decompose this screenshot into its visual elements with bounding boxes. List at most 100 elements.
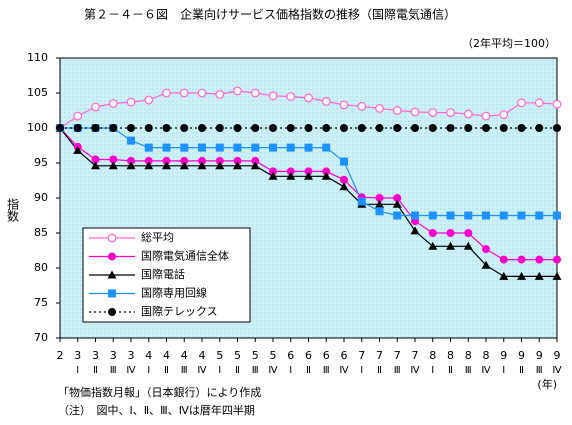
legend-label: 国際電気通信全体	[141, 249, 229, 263]
data-point	[56, 124, 64, 132]
x-tick-label: 4	[181, 349, 188, 362]
y-tick-label: 105	[27, 86, 48, 99]
data-point	[144, 161, 154, 170]
data-point	[91, 161, 100, 170]
data-point	[269, 124, 277, 132]
data-point	[411, 124, 419, 132]
data-point	[446, 211, 455, 220]
legend-marker	[108, 252, 116, 261]
data-point	[446, 108, 455, 117]
y-tick-label: 85	[34, 226, 48, 239]
data-point	[127, 124, 135, 132]
data-point	[446, 229, 455, 237]
data-point	[268, 171, 278, 180]
data-point	[251, 143, 260, 152]
data-point	[144, 143, 153, 152]
legend-label: 国際専用回線	[141, 286, 207, 300]
x-tick-sublabel: Ⅱ	[519, 365, 524, 376]
data-point	[339, 182, 349, 191]
data-point	[321, 96, 331, 106]
y-axis-label: 指数	[6, 197, 20, 223]
data-point	[91, 124, 100, 132]
data-point	[411, 211, 419, 220]
y-tick-label: 95	[34, 156, 48, 169]
data-point	[534, 271, 544, 280]
x-tick-sublabel: Ⅲ	[181, 365, 188, 376]
data-point	[340, 124, 348, 132]
data-point	[482, 124, 490, 132]
data-point	[552, 99, 562, 109]
y-tick-label: 70	[34, 331, 48, 344]
x-tick-label: 8	[429, 349, 436, 362]
data-point	[499, 211, 508, 220]
data-point	[392, 199, 402, 208]
data-point	[250, 88, 260, 98]
data-point	[108, 161, 118, 170]
data-point	[215, 143, 224, 152]
data-point	[162, 156, 171, 165]
data-point	[553, 255, 561, 264]
data-point	[198, 143, 206, 152]
data-point	[126, 97, 136, 107]
data-point	[250, 161, 260, 170]
data-point	[428, 124, 437, 132]
legend-label: 総平均	[141, 230, 174, 244]
data-point	[499, 124, 508, 132]
x-tick-label: 7	[376, 349, 383, 362]
legend-marker	[107, 270, 117, 279]
data-point	[393, 194, 402, 202]
y-tick-label: 75	[34, 296, 48, 309]
data-point	[322, 124, 331, 132]
data-point	[286, 167, 295, 176]
x-tick-label: 5	[252, 349, 259, 362]
data-point	[162, 88, 171, 98]
x-tick-sublabel: Ⅱ	[448, 365, 453, 376]
data-point	[375, 207, 384, 216]
data-point	[162, 161, 171, 170]
y-tick-label: 110	[27, 51, 48, 64]
x-tick-label: 9	[500, 349, 507, 362]
data-point	[180, 156, 189, 165]
x-tick-sublabel: Ⅳ	[126, 365, 136, 376]
x-tick-label: 8	[483, 349, 490, 362]
x-tick-sublabel: Ⅱ	[377, 365, 382, 376]
data-point	[481, 260, 491, 269]
data-point	[517, 255, 526, 264]
x-tick-label: 9	[554, 349, 561, 362]
data-point	[215, 161, 225, 170]
data-point	[197, 88, 207, 98]
x-tick-sublabel: Ⅰ	[289, 365, 292, 376]
data-point	[463, 241, 473, 250]
data-point	[286, 92, 296, 101]
x-tick-label: 4	[163, 349, 170, 362]
data-point	[91, 155, 100, 164]
data-point	[286, 124, 295, 132]
data-point	[553, 124, 561, 132]
x-tick-sublabel: Ⅳ	[339, 365, 349, 376]
x-tick-sublabel: Ⅲ	[465, 365, 472, 376]
data-point	[73, 124, 82, 132]
data-point	[233, 143, 242, 152]
data-point	[73, 145, 83, 154]
data-point	[357, 197, 366, 206]
x-tick-sublabel: Ⅳ	[268, 365, 278, 376]
data-point	[481, 111, 491, 121]
data-point	[91, 102, 100, 112]
data-point	[233, 156, 242, 165]
x-tick-label: 5	[270, 349, 277, 362]
data-point	[499, 110, 509, 120]
data-point	[286, 143, 295, 152]
data-point	[268, 91, 278, 101]
x-tick-label: 2	[57, 349, 64, 362]
chart-title: 第２－４－６図 企業向けサービス価格指数の推移（国際電気通信）	[84, 7, 456, 22]
x-tick-label: 6	[341, 349, 348, 362]
data-point	[162, 143, 171, 152]
x-tick-sublabel: Ⅱ	[306, 365, 311, 376]
data-point	[215, 89, 225, 99]
data-point	[357, 101, 367, 111]
x-tick-sublabel: Ⅰ	[76, 365, 79, 376]
x-tick-sublabel: Ⅳ	[552, 365, 562, 376]
data-point	[428, 241, 438, 250]
data-point	[233, 86, 242, 96]
